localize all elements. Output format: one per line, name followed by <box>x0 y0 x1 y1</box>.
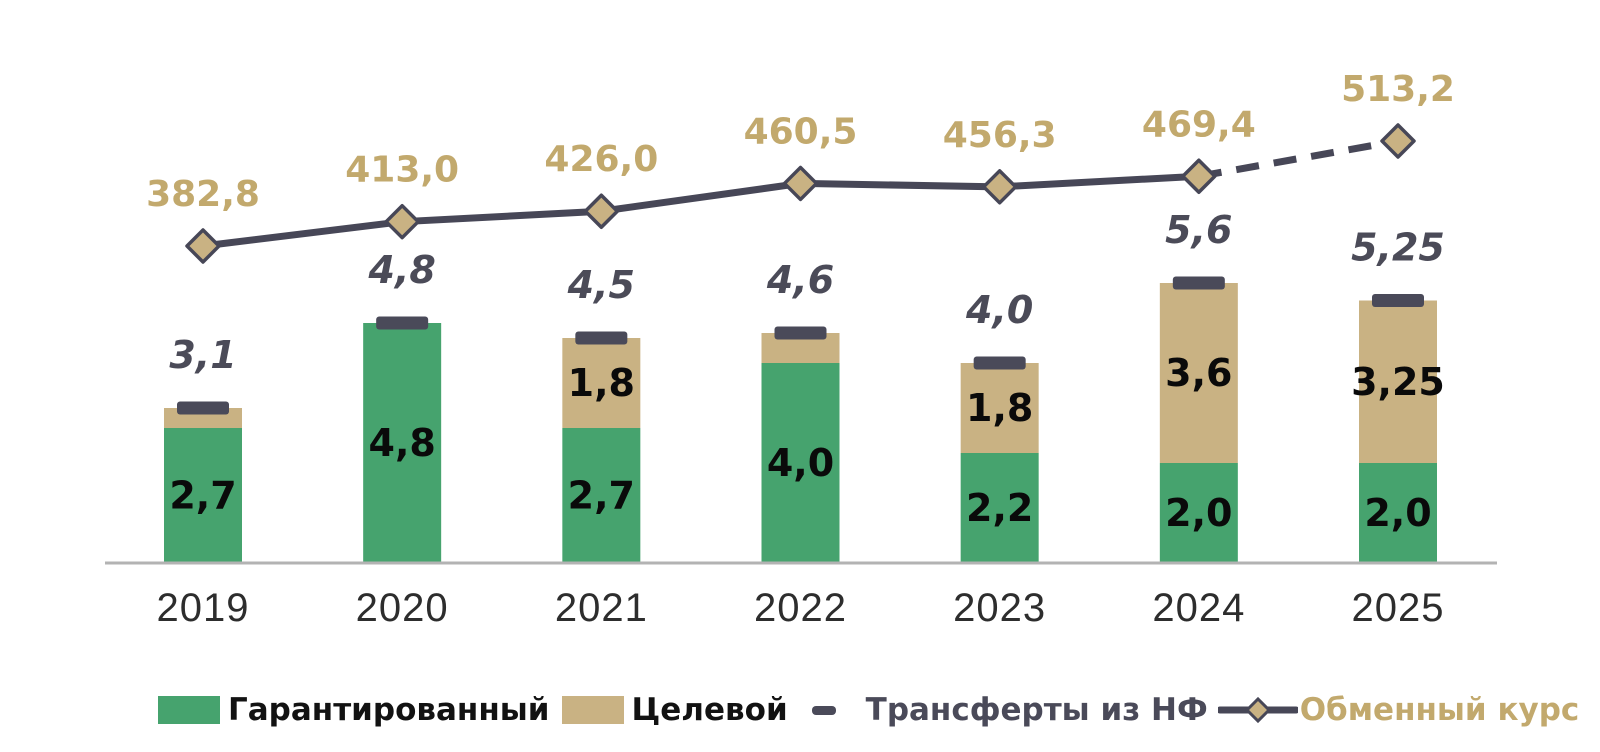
legend-label-exchange-rate: Обменный курс <box>1299 692 1580 728</box>
legend-label-target: Целевой <box>631 692 788 728</box>
transfer-marker-2019 <box>177 401 229 415</box>
guaranteed-swatch-icon <box>158 696 220 724</box>
transfer-dash-icon <box>811 705 836 715</box>
rate-label-2019: 382,8 <box>146 174 260 215</box>
rate-point-2024 <box>1181 158 1217 195</box>
rate-label-2023: 456,3 <box>943 115 1057 156</box>
legend-item-target: Целевой <box>561 692 788 728</box>
total-label-2023: 4,0 <box>965 288 1033 332</box>
legend-item-exchange-rate: Обменный курс <box>1217 692 1580 728</box>
transfer-marker-2025 <box>1372 294 1425 307</box>
rate-label-2022: 460,5 <box>744 111 858 152</box>
bar-label-guaranteed-2024: 2,0 <box>1165 491 1232 535</box>
bar-2024-target <box>1159 283 1238 463</box>
rate-point-2023 <box>981 169 1018 205</box>
rate-label-2025: 513,2 <box>1341 69 1455 110</box>
total-label-2022: 4,6 <box>766 258 834 302</box>
bar-2021-target <box>562 338 641 428</box>
total-label-2020: 4,8 <box>368 248 436 292</box>
x-axis-label-2024: 2024 <box>1152 586 1245 630</box>
x-axis-line <box>105 561 1497 565</box>
exchange-rate-line-dashed <box>1198 137 1399 180</box>
total-label-2024: 5,6 <box>1165 208 1232 252</box>
bar-label-target-2023: 1,8 <box>966 386 1033 430</box>
exchange-line-icon-diamond <box>1244 696 1271 724</box>
legend-item-transfers: Трансферты из НФ <box>811 692 1208 728</box>
bar-label-target-2021: 1,8 <box>568 361 635 405</box>
rate-point-2019 <box>185 228 221 264</box>
bar-label-guaranteed-2023: 2,2 <box>966 486 1033 530</box>
bar-label-guaranteed-2019: 2,7 <box>169 474 236 518</box>
transfer-marker-2020 <box>376 316 429 330</box>
bar-2023-target <box>960 363 1039 453</box>
bar-2019-guaranteed <box>164 428 242 563</box>
transfer-marker-2022 <box>774 326 827 340</box>
x-axis-label-2025: 2025 <box>1352 586 1445 630</box>
rate-point-2021 <box>583 193 620 229</box>
x-axis-label-2021: 2021 <box>555 586 648 630</box>
bar-2024-guaranteed <box>1159 463 1238 563</box>
legend-item-guaranteed: Гарантированный <box>158 692 550 728</box>
rate-label-2020: 413,0 <box>345 150 459 191</box>
transfer-marker-2023 <box>973 356 1026 370</box>
rate-label-2024: 469,4 <box>1142 104 1256 145</box>
bar-2020-guaranteed <box>363 323 442 563</box>
bar-2022-guaranteed <box>761 363 840 563</box>
chart-legend: Гарантированный Целевой Трансферты из НФ… <box>158 692 1579 728</box>
bar-2023-guaranteed <box>960 453 1039 563</box>
target-swatch-icon <box>561 696 624 724</box>
legend-label-guaranteed: Гарантированный <box>228 692 550 728</box>
bar-label-guaranteed-2022: 4,0 <box>767 441 834 485</box>
transfer-marker-2024 <box>1172 276 1225 290</box>
bar-label-target-2025: 3,25 <box>1351 360 1445 404</box>
total-label-2025: 5,25 <box>1351 226 1445 270</box>
bar-2025-guaranteed <box>1359 463 1438 563</box>
exchange-rate-line-solid <box>199 172 1203 250</box>
rate-point-2020 <box>384 203 420 240</box>
bar-label-guaranteed-2025: 2,0 <box>1364 491 1431 535</box>
x-axis-label-2020: 2020 <box>356 586 449 630</box>
bar-label-guaranteed-2021: 2,7 <box>568 474 635 518</box>
total-label-2021: 4,5 <box>567 263 635 307</box>
total-label-2019: 3,1 <box>169 333 236 377</box>
exchange-rate-line-icon <box>1217 696 1298 724</box>
rate-point-2022 <box>782 165 819 202</box>
x-axis-label-2023: 2023 <box>953 586 1046 630</box>
x-axis-label-2019: 2019 <box>157 586 250 630</box>
transfer-marker-2021 <box>575 331 628 345</box>
bar-label-target-2024: 3,6 <box>1165 351 1232 395</box>
rate-point-2025 <box>1380 123 1416 159</box>
rate-label-2021: 426,0 <box>544 139 658 180</box>
x-axis-label-2022: 2022 <box>754 586 847 630</box>
legend-label-transfers: Трансферты из НФ <box>865 692 1208 728</box>
bar-2021-guaranteed <box>562 428 641 563</box>
bar-label-guaranteed-2020: 4,8 <box>369 421 436 465</box>
bar-2025-target <box>1359 300 1438 463</box>
